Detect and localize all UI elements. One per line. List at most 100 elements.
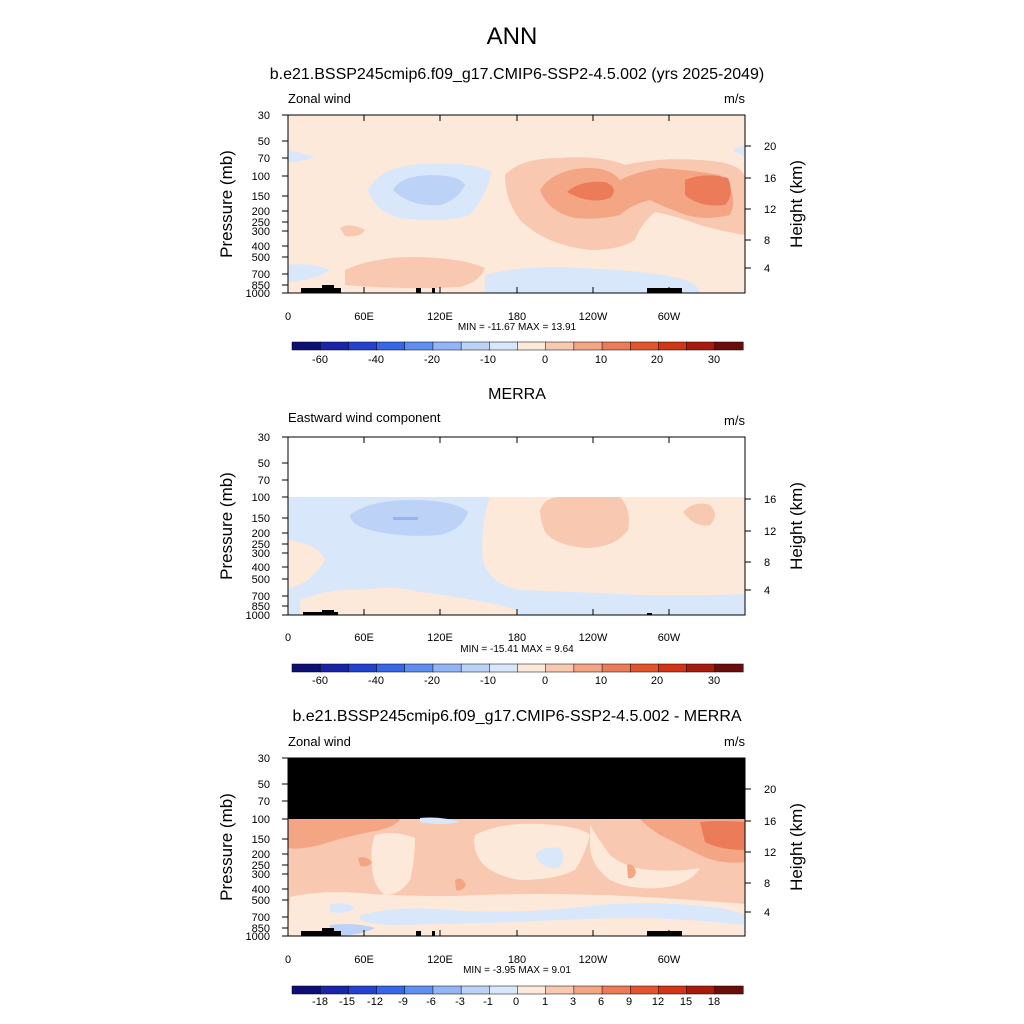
- y-right-tick-label: 20: [764, 141, 776, 153]
- colorbar-swatch: [291, 341, 321, 351]
- figure-title: ANN: [487, 23, 538, 50]
- colorbar-label: -12: [367, 996, 383, 1008]
- y-right-tick-label: 4: [764, 263, 770, 275]
- colorbar-swatch: [573, 341, 603, 351]
- stats-label: MIN = -3.95 MAX = 9.01: [463, 965, 571, 976]
- colorbar-swatch: [545, 341, 575, 351]
- colorbar-swatch: [460, 341, 490, 351]
- y-right-tick-label: 12: [764, 526, 776, 538]
- contour-field: [288, 437, 745, 615]
- panel-difference: b.e21.BSSP245cmip6.f09_g17.CMIP6-SSP2-4.…: [217, 708, 806, 1008]
- colorbar-label: -40: [368, 675, 384, 687]
- y-tick-label: 1000: [246, 931, 270, 943]
- y-right-axis-title: Height (km): [787, 803, 806, 891]
- y-right-tick-label: 8: [764, 557, 770, 569]
- y-right-tick-label: 8: [764, 878, 770, 890]
- y-tick-label: 50: [258, 136, 270, 148]
- colorbar-swatch: [517, 663, 547, 673]
- colorbar-swatch: [489, 341, 519, 351]
- colorbar-swatch: [601, 663, 631, 673]
- colorbar-label: -18: [312, 996, 328, 1008]
- colorbar-swatch: [658, 663, 688, 673]
- x-tick-label: 180: [508, 632, 526, 644]
- frame-ticks: [282, 114, 751, 294]
- colorbar-swatch: [432, 663, 462, 673]
- colorbar-label: -6: [426, 996, 436, 1008]
- contour-field: [288, 758, 745, 936]
- y-tick-label: 850: [252, 923, 270, 935]
- x-tick-label: 0: [285, 954, 291, 966]
- colorbar-label: 6: [598, 996, 604, 1008]
- y-tick-label: 1000: [246, 610, 270, 622]
- y-right-tick-label: 16: [764, 494, 776, 506]
- y-right-tick-label: 8: [764, 235, 770, 247]
- colorbar-swatch: [319, 341, 349, 351]
- y-right-tick-label: 16: [764, 816, 776, 828]
- y-tick-label: 1000: [246, 288, 270, 300]
- colorbar-swatch: [376, 663, 406, 673]
- colorbar-swatch: [348, 985, 378, 995]
- colorbar-swatch: [319, 985, 349, 995]
- colorbar-swatch: [686, 663, 716, 673]
- x-tick-label: 60E: [354, 632, 374, 644]
- variable-label: Zonal wind: [288, 734, 351, 749]
- y-axis-title: Pressure (mb): [217, 150, 236, 258]
- units-label: m/s: [724, 734, 745, 749]
- panel-title: b.e21.BSSP245cmip6.f09_g17.CMIP6-SSP2-4.…: [270, 66, 765, 83]
- y-tick-label: 300: [252, 548, 270, 560]
- y-tick-label: 300: [252, 869, 270, 881]
- colorbar-label: 15: [680, 996, 692, 1008]
- topography-mask: [303, 610, 652, 615]
- x-tick-label: 60W: [658, 632, 681, 644]
- colorbar-swatch: [404, 663, 434, 673]
- panel-title: MERRA: [488, 386, 546, 403]
- colorbar-swatch: [376, 341, 406, 351]
- colorbar-swatch: [517, 341, 547, 351]
- y-right-tick-label: 20: [764, 784, 776, 796]
- y-tick-label: 400: [252, 241, 270, 253]
- variable-label: Zonal wind: [288, 91, 351, 106]
- x-tick-label: 60W: [658, 311, 681, 323]
- y-tick-label: 30: [258, 110, 270, 122]
- colorbar: [291, 663, 744, 673]
- colorbar-label: 1: [542, 996, 548, 1008]
- units-label: m/s: [724, 91, 745, 106]
- y-tick-label: 250: [252, 217, 270, 229]
- y-tick-label: 700: [252, 591, 270, 603]
- colorbar-swatch: [658, 985, 688, 995]
- colorbar-swatch: [686, 341, 716, 351]
- colorbar-swatch: [291, 985, 321, 995]
- colorbar-swatch: [714, 985, 744, 995]
- y-tick-label: 150: [252, 513, 270, 525]
- colorbar-label: 30: [708, 675, 720, 687]
- frame-ticks: [282, 757, 751, 937]
- colorbar-swatch: [630, 341, 659, 351]
- y-tick-label: 150: [252, 191, 270, 203]
- y-tick-label: 70: [258, 796, 270, 808]
- colorbar-label: 0: [542, 354, 548, 366]
- variable-label: Eastward wind component: [288, 410, 441, 425]
- colorbar-swatch: [630, 985, 659, 995]
- colorbar-label: -60: [312, 354, 328, 366]
- colorbar-swatch: [404, 341, 434, 351]
- y-tick-label: 70: [258, 475, 270, 487]
- colorbar-swatch: [573, 985, 603, 995]
- stats-label: MIN = -11.67 MAX = 13.91: [458, 322, 577, 333]
- colorbar-swatch: [489, 985, 519, 995]
- x-tick-label: 0: [285, 632, 291, 644]
- colorbar-swatch: [601, 341, 631, 351]
- contour-field: [288, 115, 745, 293]
- y-tick-label: 250: [252, 539, 270, 551]
- panel-merra: MERRA Eastward wind component m/s: [217, 386, 806, 687]
- topography-mask: [301, 285, 682, 293]
- panel-title: b.e21.BSSP245cmip6.f09_g17.CMIP6-SSP2-4.…: [292, 708, 741, 725]
- units-label: m/s: [724, 413, 745, 428]
- stats-label: MIN = -15.41 MAX = 9.64: [460, 644, 574, 655]
- y-tick-label: 200: [252, 528, 270, 540]
- x-tick-label: 180: [508, 311, 526, 323]
- y-tick-label: 200: [252, 206, 270, 218]
- x-tick-label: 60W: [658, 954, 681, 966]
- colorbar-swatch: [291, 663, 321, 673]
- colorbar-swatch: [489, 663, 519, 673]
